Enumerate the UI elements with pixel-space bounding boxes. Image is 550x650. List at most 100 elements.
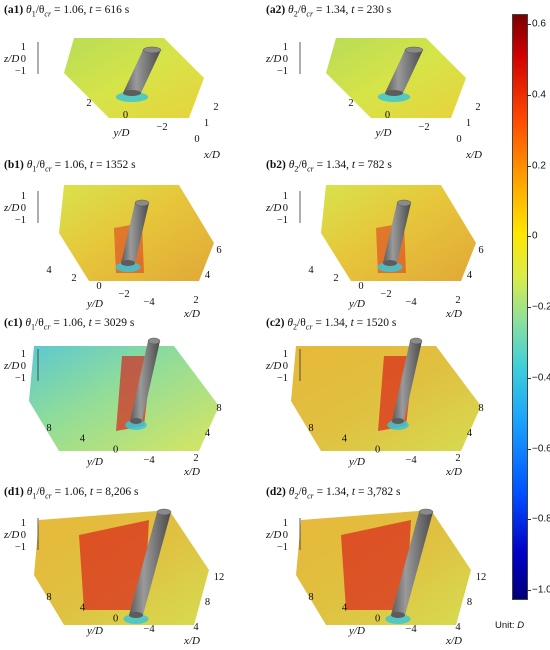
- z-tick: 1: [21, 349, 26, 360]
- time-symbol: t: [88, 317, 92, 329]
- y-axis-label: y/D: [348, 298, 365, 310]
- y-tick: 4: [342, 603, 348, 614]
- x-tick: 8: [205, 597, 210, 608]
- theta-subscript: 1: [31, 9, 36, 19]
- y-tick: 0: [113, 444, 118, 455]
- y-tick: −4: [143, 297, 155, 308]
- pile-top: [396, 199, 412, 207]
- colorbar-tickmark: [527, 24, 531, 25]
- time-symbol: t: [351, 159, 356, 171]
- panel-tag: (d1): [4, 486, 24, 498]
- time-symbol: t: [351, 4, 355, 16]
- z-tick: −1: [15, 373, 26, 384]
- z-tick: −1: [277, 542, 288, 553]
- cr-subscript: cr: [45, 164, 52, 174]
- cr-subscript: cr: [307, 164, 314, 174]
- x-axis-label: x/D: [445, 466, 462, 478]
- scour-hole: [385, 614, 411, 624]
- scour-deposit-region: [79, 520, 149, 610]
- theta-subscript: 2: [294, 164, 299, 174]
- pile-top: [142, 46, 162, 54]
- y-tick: −4: [143, 455, 155, 466]
- y-tick: 4: [342, 434, 348, 445]
- pile-cylinder: [121, 203, 149, 263]
- x-axis-label: x/D: [203, 149, 220, 161]
- z-tick: 1: [283, 42, 288, 53]
- y-tick: −4: [405, 297, 417, 308]
- panel-tag: (a1): [4, 4, 24, 16]
- y-axis-label: y/D: [348, 456, 365, 468]
- pile-top: [156, 508, 172, 516]
- z-tick: 0: [21, 54, 26, 65]
- panel-tag: (d2): [266, 486, 286, 498]
- y-tick: 0: [358, 281, 363, 292]
- pile-top: [134, 199, 150, 207]
- shields-ratio-value: = 1.06,: [50, 317, 89, 329]
- panel-title: (c1) θ1/θcr = 1.06, t = 3029 s: [4, 317, 134, 331]
- y-tick: 4: [80, 434, 86, 445]
- scour-deposit-region: [341, 520, 411, 610]
- pile-bottom: [123, 90, 141, 96]
- panel-d1: (d1) θ1/θcr = 1.06, t = 8,206 s z/D 1 0 −1 8 4…: [4, 486, 266, 647]
- panel-tag: (c1): [4, 317, 23, 329]
- scour-hole: [115, 92, 149, 102]
- z-tick: 1: [283, 518, 288, 529]
- shields-ratio-value: = 1.34,: [313, 159, 352, 171]
- colorbar-tick-label: 0.4: [532, 89, 546, 101]
- x-tick: 4: [193, 622, 199, 633]
- pile-bottom: [392, 418, 404, 424]
- y-tick: −4: [405, 455, 417, 466]
- cr-subscript: cr: [43, 322, 51, 332]
- y-tick: 2: [71, 273, 76, 284]
- ratio-symbol: /θ: [298, 159, 308, 171]
- x-tick: 1: [204, 118, 209, 129]
- pile-cylinder: [123, 50, 161, 93]
- scour-hole: [125, 420, 147, 430]
- colorbar-tick-label: 0.2: [532, 160, 546, 171]
- panel-title: (b1) θ1/θcr = 1.06, t = 1352 s: [4, 159, 136, 173]
- panel-title: (d1) θ1/θcr = 1.06, t = 8,206 s: [4, 486, 139, 500]
- z-tick: 1: [21, 518, 26, 529]
- time-symbol: t: [351, 486, 356, 498]
- theta-symbol: θ: [287, 317, 294, 329]
- colorbar-tickmark: [527, 448, 531, 450]
- pile-bottom: [385, 90, 403, 96]
- colorbar-tick-label: −0.4: [532, 372, 550, 384]
- z-axis-label: z/D: [4, 53, 19, 65]
- y-tick: 0: [375, 444, 380, 455]
- ratio-symbol: /θ: [36, 159, 46, 171]
- y-tick: −2: [380, 289, 391, 300]
- colorbar: 0.6 0.4 0.2 0 −0.2 −0.4 −0.6 −0.8 −1.0: [512, 14, 550, 614]
- pile-cylinder: [392, 341, 422, 421]
- shields-ratio-value: = 1.34,: [313, 4, 352, 16]
- pile-cylinder: [391, 512, 433, 615]
- colorbar-gradient: [512, 14, 528, 600]
- x-tick: 6: [216, 245, 221, 256]
- theta-symbol: θ: [26, 4, 32, 16]
- z-axis-label: z/D: [4, 202, 19, 214]
- y-axis-label: y/D: [86, 298, 103, 310]
- colorbar-tickmark: [527, 236, 531, 238]
- z-tick: 0: [21, 203, 26, 214]
- scour-hole: [387, 420, 409, 430]
- theta-symbol: θ: [288, 4, 294, 16]
- cr-subscript: cr: [307, 491, 314, 501]
- panel-d2: (d2) θ2/θcr = 1.34, t = 3,782 s z/D 1 0 −1 8 4…: [266, 486, 528, 647]
- y-axis-label: y/D: [375, 127, 392, 139]
- z-tick: −1: [277, 373, 288, 384]
- colorbar-tickmark: [527, 519, 531, 521]
- x-tick: 2: [475, 102, 480, 113]
- cr-subscript: cr: [305, 322, 313, 332]
- theta-symbol: θ: [26, 486, 33, 498]
- y-tick: −2: [156, 122, 167, 133]
- panel-c2: (c2) θ2/θcr = 1.34, t = 1520 s z/D 1 0 −1 8 4 0…: [266, 317, 528, 478]
- x-tick: 4: [467, 428, 473, 439]
- z-tick: 0: [283, 54, 288, 65]
- z-tick: 0: [283, 530, 288, 541]
- z-axis-label: z/D: [266, 360, 281, 372]
- y-tick: 0: [113, 613, 118, 624]
- y-tick: −2: [118, 289, 129, 300]
- y-tick: 2: [348, 98, 353, 109]
